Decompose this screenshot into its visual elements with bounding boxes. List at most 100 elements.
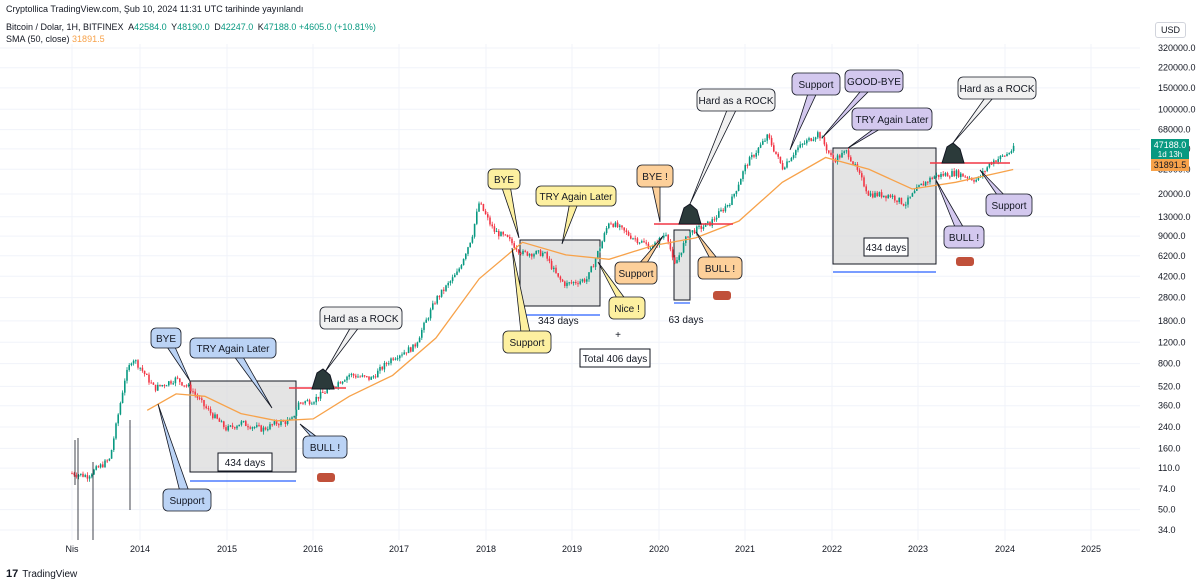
candle-body [707, 221, 709, 224]
bubble-support-2-text: Support [509, 338, 544, 349]
bubble-support-2: Support [502, 247, 552, 354]
bubble-bye-1: BYE [150, 327, 191, 382]
label-days-4-box [863, 237, 909, 257]
candle-body [869, 193, 872, 196]
candle-body [693, 230, 696, 234]
candle-body [313, 402, 315, 404]
change-value: +4605.0 (+10.81%) [298, 22, 376, 32]
candle-body [192, 391, 194, 393]
candle-body [854, 164, 856, 166]
bubble-try-1-text: TRY Again Later [196, 344, 270, 355]
candle-body [786, 161, 788, 168]
candle-body [291, 417, 293, 419]
candle-body [183, 385, 185, 387]
label-days-2: 343 days [538, 316, 579, 327]
candle-body [817, 132, 819, 138]
candle-body [643, 241, 645, 243]
candle-body [927, 181, 929, 183]
candle-body [141, 367, 144, 371]
candle-body [273, 421, 276, 425]
bubble-try-4-box [851, 107, 933, 131]
candle-body [302, 402, 304, 404]
bubble-bye-3: BYE ! [636, 164, 674, 223]
candle-body [137, 360, 139, 368]
candle-body [702, 226, 705, 229]
bubble-goodbye-4: GOOD-BYE [821, 69, 904, 139]
candle-body [517, 249, 520, 253]
bubble-rock-3-text: Hard as a ROCK [698, 96, 773, 107]
candle-body [678, 255, 680, 261]
candle-body [165, 385, 168, 387]
bubble-try-2-box [535, 185, 617, 207]
candle-body [225, 427, 227, 431]
candle-body [636, 238, 639, 243]
candle-body [135, 360, 137, 362]
candle-body [256, 425, 258, 427]
bubble-support-4b-text: Support [991, 201, 1026, 212]
candle-body [832, 155, 834, 161]
candle-body [295, 409, 298, 416]
candle-body [324, 392, 326, 394]
bubble-nice-2-box [608, 296, 646, 320]
candle-body [447, 282, 449, 286]
candle-body [900, 197, 903, 205]
candle-body [957, 170, 960, 178]
candle-body [718, 211, 720, 218]
candle-body [234, 427, 236, 429]
candle-body [297, 402, 300, 410]
candle-body [520, 252, 522, 255]
candle-body [1001, 155, 1004, 157]
candle-body [190, 384, 192, 392]
candle-body [841, 152, 843, 158]
candle-body [583, 279, 586, 282]
candle-body [150, 382, 152, 384]
candle-body [711, 219, 713, 226]
candle-body [231, 425, 234, 428]
sma-tag-value: 31891.5 [1154, 160, 1187, 170]
candle-body [632, 238, 634, 240]
candle-body [608, 223, 610, 229]
candle-body [306, 400, 309, 402]
candle-body [82, 473, 84, 477]
bubble-bull-3-box [697, 256, 743, 280]
y-axis[interactable]: 34.0 50.0 74.0 110.0 160.0 240.0 360.0 520.0 800… [1158, 43, 1196, 535]
candle-body [359, 376, 361, 378]
candle-body [286, 419, 289, 425]
y-tick-label: 2800.0 [1158, 293, 1186, 303]
candle-body [315, 396, 317, 403]
x-tick-label: Nis [66, 544, 79, 554]
candle-body [504, 234, 507, 236]
symbol-name[interactable]: Bitcoin / Dolar, 1H, BITFINEX [6, 22, 124, 32]
candle-body [605, 228, 608, 234]
candle-body [341, 381, 344, 384]
candle-body [896, 200, 898, 203]
footer-brand[interactable]: 17 TradingView [6, 568, 77, 580]
x-axis[interactable]: Nis 2014 2015 2016 2017 2018 2019 2020 2021 2022 2… [66, 544, 1102, 554]
candle-body [511, 238, 513, 244]
candle-body [654, 242, 656, 246]
candle-body [458, 268, 460, 272]
currency-button[interactable]: USD [1154, 22, 1186, 38]
candle-body [363, 375, 366, 377]
candle-body [638, 242, 641, 244]
y-tick-label: 150000.0 [1158, 83, 1196, 93]
bubble-bye-3-text: BYE ! [642, 172, 668, 183]
candle-body [405, 352, 408, 354]
bull-icon [713, 291, 731, 300]
range-box [673, 229, 691, 301]
candle-body [616, 222, 619, 228]
candle-body [526, 251, 529, 256]
overlays [289, 142, 1010, 482]
candle-body [803, 143, 806, 145]
candle-body [267, 429, 269, 431]
sma-label[interactable]: SMA (50, close) [6, 34, 70, 44]
candle-body [311, 403, 313, 405]
candle-body [570, 282, 573, 284]
candle-body [88, 476, 91, 479]
label-total-text: Total 406 days [583, 354, 648, 365]
candle-body [542, 252, 544, 257]
candle-body [621, 225, 623, 228]
candle-body [238, 424, 240, 427]
candle-body [830, 152, 832, 156]
